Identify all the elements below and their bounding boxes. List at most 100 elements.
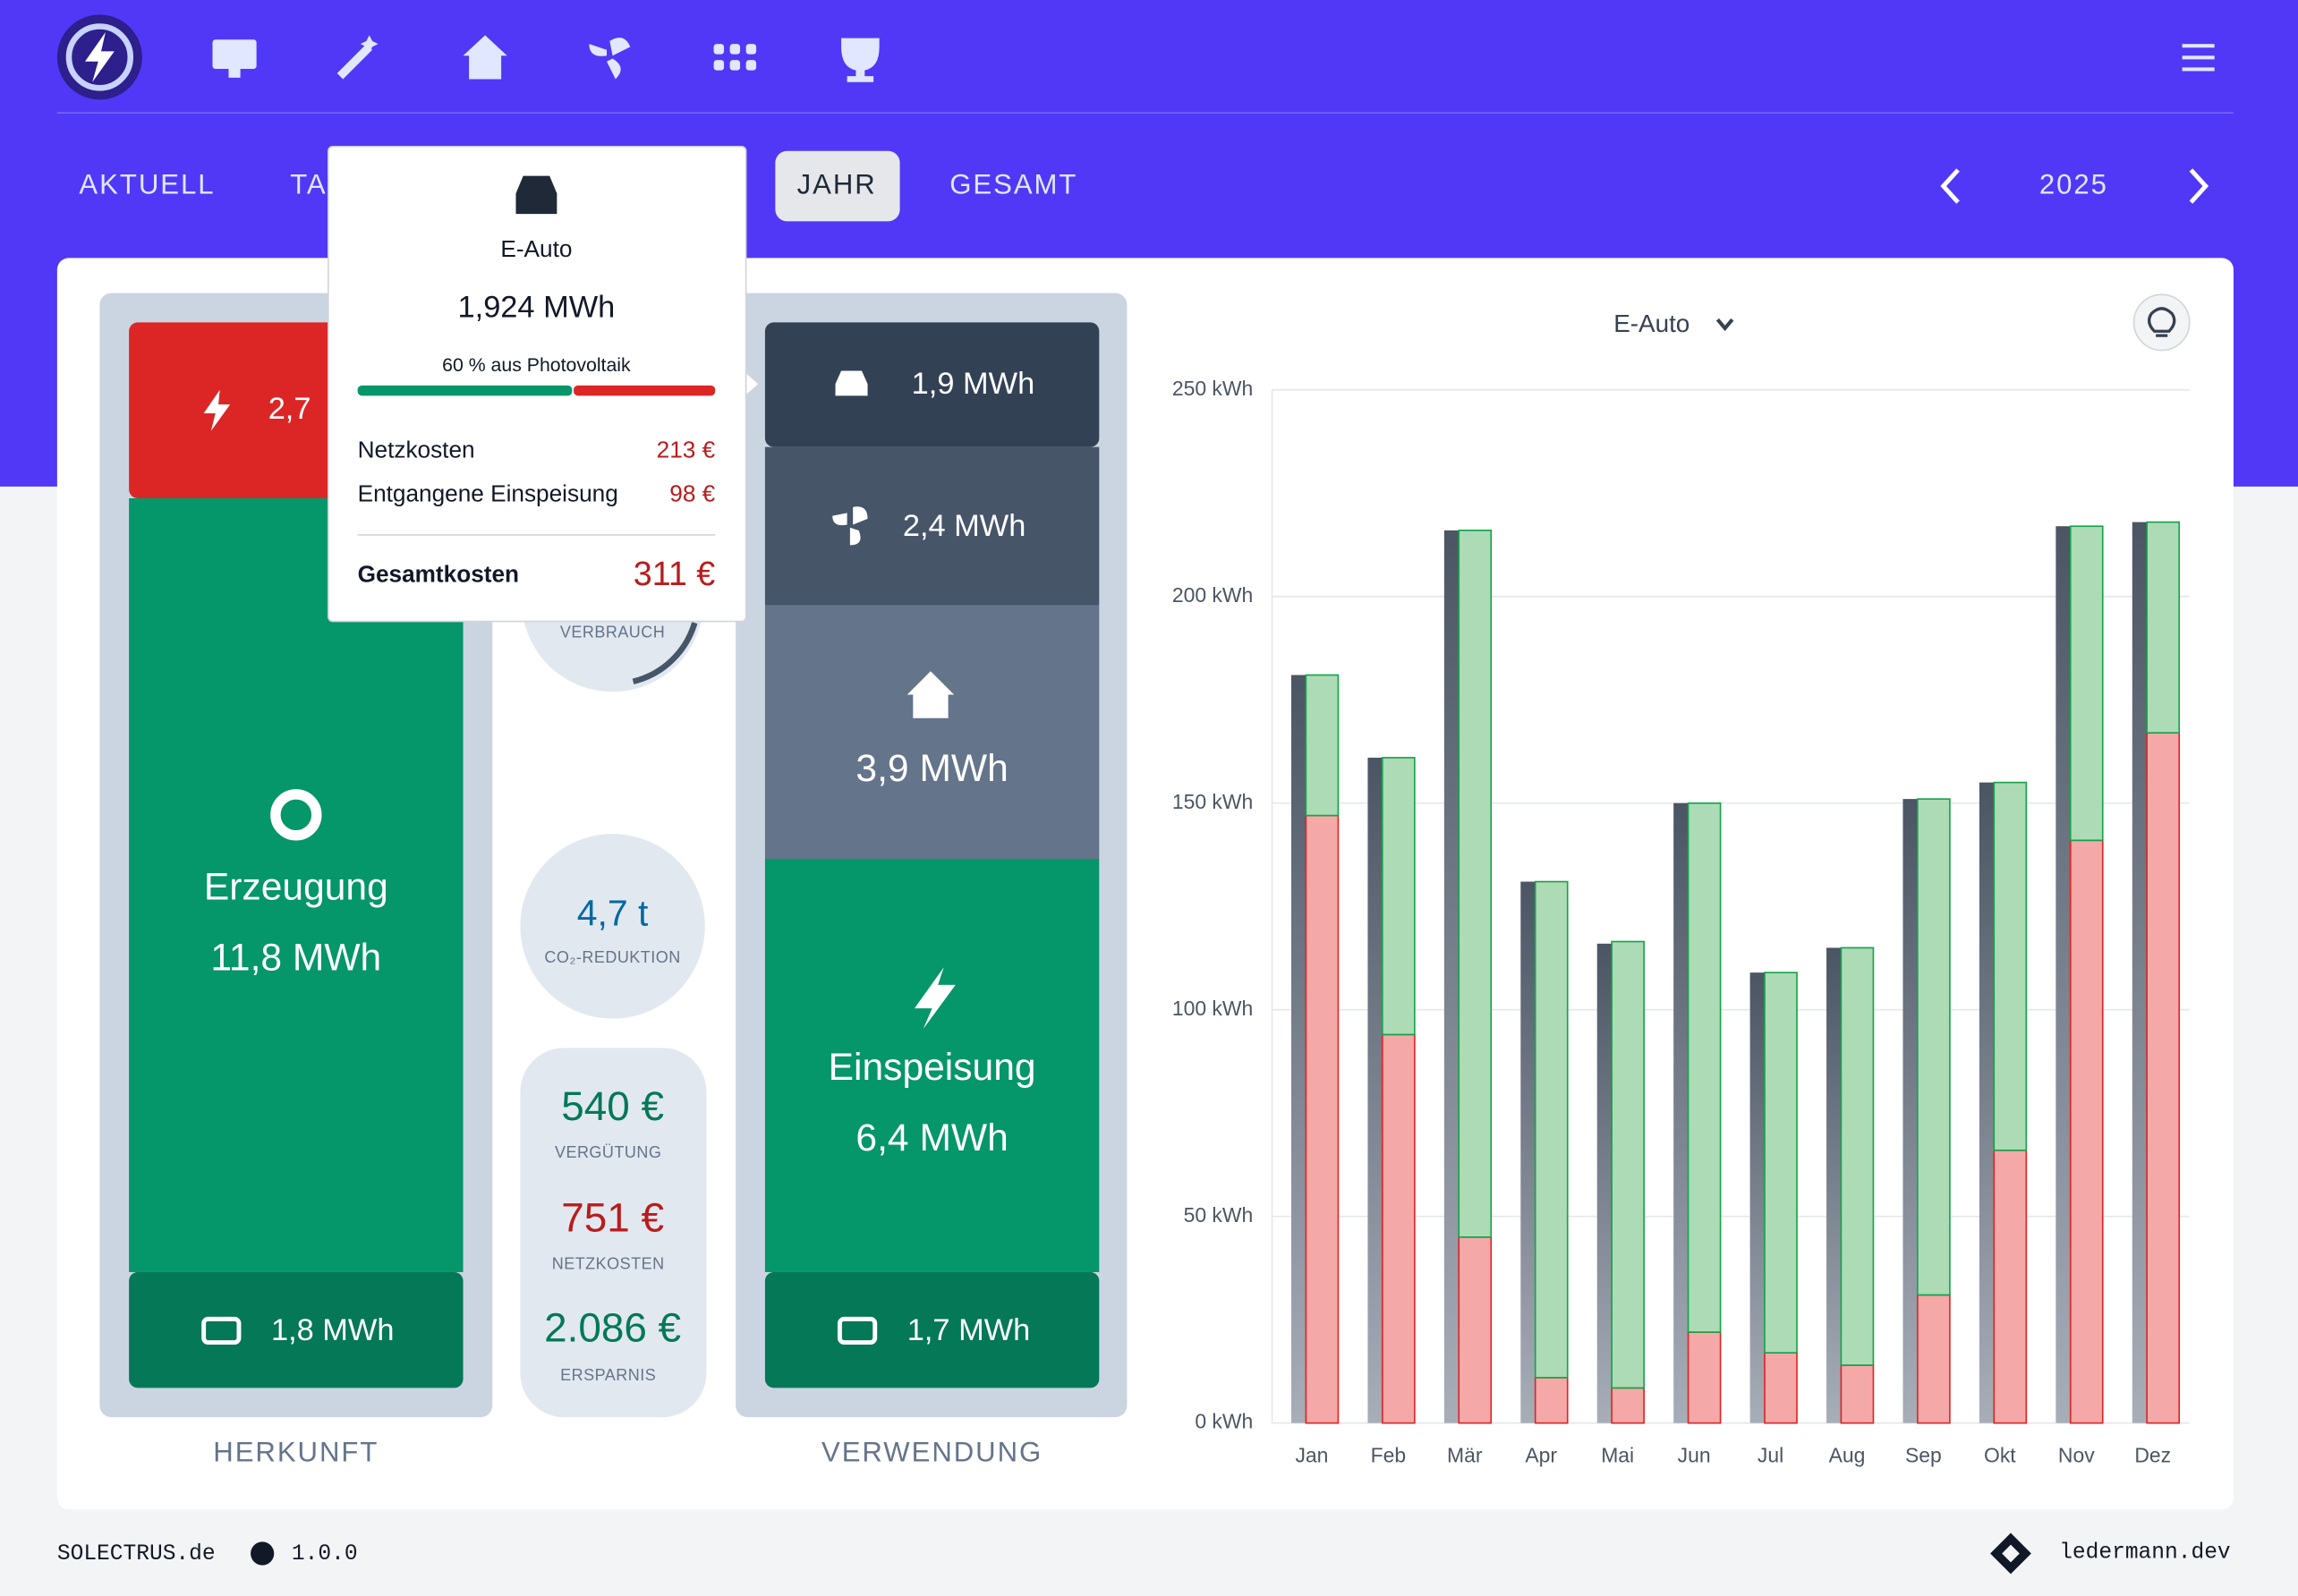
x-tick-label: Jan bbox=[1295, 1443, 1328, 1466]
grid-bar bbox=[1840, 1364, 1875, 1424]
netzkosten-value: 751 € bbox=[561, 1194, 664, 1241]
y-tick-label: 200 kWh bbox=[1172, 583, 1253, 607]
pv-bar bbox=[2146, 521, 2181, 734]
icon-car bbox=[835, 370, 868, 396]
heatpump-block[interactable] bbox=[764, 446, 1100, 606]
top-nav bbox=[56, 14, 2234, 114]
tab[interactable]: GESAMT bbox=[949, 168, 1077, 200]
icon-house[interactable] bbox=[463, 35, 507, 80]
icon-car bbox=[515, 175, 557, 215]
feedin-block[interactable] bbox=[764, 858, 1100, 1272]
x-tick-label: Feb bbox=[1371, 1443, 1406, 1466]
tab[interactable]: AKTUELL bbox=[79, 168, 215, 200]
grid-bar bbox=[1917, 1294, 1951, 1424]
pv-bar bbox=[1764, 972, 1798, 1354]
y-tick-label: 0 kWh bbox=[1195, 1410, 1253, 1433]
y-tick-label: 50 kWh bbox=[1184, 1203, 1254, 1227]
icon-magic[interactable] bbox=[336, 35, 379, 80]
money-pill[interactable] bbox=[520, 1048, 707, 1418]
pv-bar bbox=[1381, 757, 1416, 1036]
y-tick-label: 100 kWh bbox=[1172, 997, 1253, 1020]
footer-link[interactable]: ledermann.dev bbox=[2059, 1541, 2230, 1565]
chart-selector[interactable]: E-Auto bbox=[1613, 310, 1689, 337]
battery-block[interactable] bbox=[764, 1271, 1100, 1388]
grid-bar bbox=[1764, 1352, 1798, 1424]
prev-year[interactable] bbox=[1940, 168, 1960, 204]
icon-apps[interactable] bbox=[713, 44, 757, 71]
heatpump-value: 2,4 MWh bbox=[903, 509, 1026, 543]
feedin-title: Einspeisung bbox=[829, 1046, 1036, 1089]
co2-circle[interactable] bbox=[520, 834, 705, 1019]
pv-bar bbox=[1534, 880, 1569, 1379]
logo-bolt bbox=[84, 32, 115, 82]
x-tick-label: Mai bbox=[1601, 1443, 1634, 1466]
pv-block[interactable] bbox=[129, 497, 464, 1272]
car-block[interactable] bbox=[764, 322, 1100, 447]
menu[interactable] bbox=[2182, 44, 2215, 72]
ersparnis-value: 2.086 € bbox=[544, 1304, 681, 1351]
house-value: 3,9 MWh bbox=[855, 747, 1008, 790]
ersparnis-label: ERSPARNIS bbox=[560, 1366, 656, 1384]
footer-link[interactable]: SOLECTRUS.de bbox=[57, 1542, 216, 1566]
pv-bar bbox=[1840, 947, 1875, 1366]
x-tick-label: Jun bbox=[1678, 1443, 1711, 1466]
x-tick-label: Okt bbox=[1984, 1443, 2016, 1466]
row-value: 98 € bbox=[669, 480, 715, 507]
battery-value: 1,7 MWh bbox=[907, 1313, 1031, 1347]
grid-bar bbox=[1993, 1149, 2028, 1424]
icon-solar-stand bbox=[228, 68, 241, 78]
x-tick-label: Jul bbox=[1758, 1443, 1783, 1466]
tooltip: E-Auto 1,924 MWh 60 % aus Photovoltaik N… bbox=[328, 146, 761, 623]
gauge-label: VERBRAUCH bbox=[560, 623, 665, 641]
gauge-arc bbox=[632, 622, 698, 684]
battery-block[interactable] bbox=[129, 1271, 464, 1388]
row-value: 213 € bbox=[657, 436, 716, 463]
grid-bar bbox=[1458, 1235, 1493, 1424]
tab-active[interactable]: JAHR bbox=[797, 168, 877, 200]
pv-title: Erzeugung bbox=[204, 866, 388, 909]
icon-trophy[interactable] bbox=[841, 38, 880, 82]
next-year[interactable] bbox=[2189, 168, 2209, 204]
pv-share-label: 60 % aus Photovoltaik bbox=[442, 354, 631, 376]
house-block[interactable] bbox=[764, 605, 1100, 859]
chevron bbox=[1715, 318, 1734, 332]
verguetung-value: 540 € bbox=[561, 1082, 664, 1129]
icon-solar[interactable] bbox=[212, 39, 257, 69]
grid-bar bbox=[2069, 839, 2104, 1424]
x-tick-label: Apr bbox=[1525, 1443, 1557, 1466]
tooltip-box bbox=[328, 146, 747, 623]
version: 1.0.0 bbox=[292, 1542, 358, 1566]
grid-bar bbox=[1381, 1033, 1416, 1424]
tooltip-value: 1,924 MWh bbox=[458, 291, 616, 325]
icon-house bbox=[906, 671, 955, 718]
pv-bar bbox=[1305, 674, 1340, 817]
x-tick-label: Dez bbox=[2134, 1443, 2171, 1466]
pv-share bbox=[357, 385, 573, 396]
co2-label: CO₂-REDUKTION bbox=[544, 948, 680, 966]
x-tick-label: Nov bbox=[2058, 1443, 2095, 1466]
tab[interactable]: TA bbox=[290, 168, 327, 200]
car-value: 1,9 MWh bbox=[912, 367, 1035, 401]
y-tick-label: 150 kWh bbox=[1172, 790, 1253, 813]
netzkosten-label: NETZKOSTEN bbox=[552, 1255, 665, 1273]
verguetung-label: VERGÜTUNG bbox=[555, 1143, 661, 1161]
icon-fan[interactable] bbox=[589, 38, 631, 80]
pv-bar bbox=[1687, 802, 1722, 1333]
icon-ledermann bbox=[1990, 1532, 2031, 1575]
hint-button[interactable] bbox=[2132, 293, 2191, 352]
x-tick-label: Mär bbox=[1447, 1443, 1483, 1466]
grid-share bbox=[574, 385, 716, 396]
logo-ring bbox=[65, 23, 134, 91]
tooltip-title: E-Auto bbox=[500, 235, 572, 262]
total-label: Gesamtkosten bbox=[358, 561, 519, 588]
grid-value: 2,7 bbox=[268, 392, 311, 426]
pv-bar bbox=[1611, 940, 1645, 1389]
y-tick-label: 250 kWh bbox=[1172, 377, 1253, 400]
pv-bar bbox=[1917, 798, 1951, 1296]
grid-bar bbox=[1305, 814, 1340, 1424]
icon-bulb bbox=[2147, 307, 2176, 337]
feedin-value: 6,4 MWh bbox=[855, 1116, 1008, 1159]
panel-label: HERKUNFT bbox=[213, 1436, 379, 1467]
icon-github[interactable] bbox=[251, 1541, 275, 1566]
grid-bar bbox=[1534, 1377, 1569, 1424]
